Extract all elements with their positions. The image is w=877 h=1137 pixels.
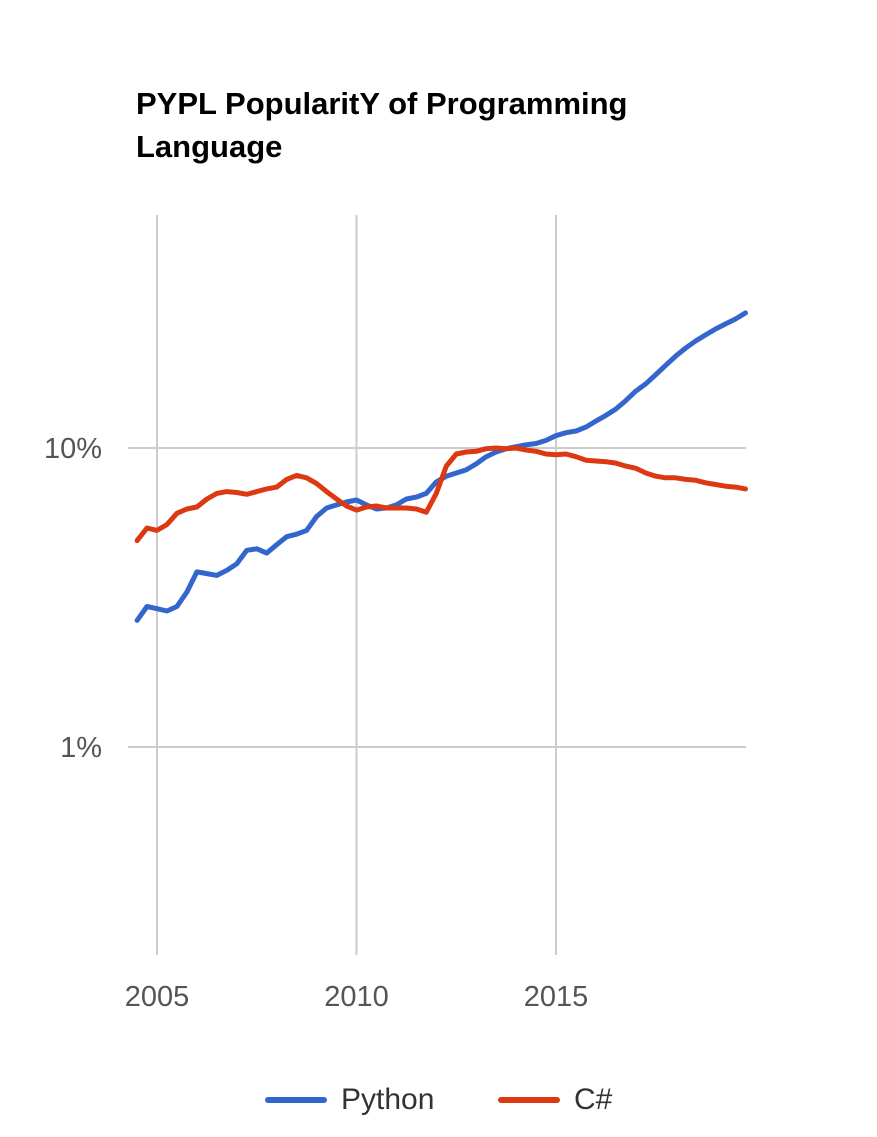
vertical-gridlines	[156, 215, 557, 955]
legend-item-csharp[interactable]: C#	[498, 1075, 612, 1125]
y-axis-tick-labels: 1% 10%	[44, 433, 102, 764]
legend-swatch-python	[265, 1097, 327, 1103]
line-chart: 2005 2010 2015 1% 10%	[44, 215, 748, 1013]
horizontal-gridlines	[128, 447, 746, 748]
x-tick-label-2010: 2010	[324, 981, 389, 1013]
legend-label-python: Python	[341, 1083, 435, 1116]
series-line-python	[134, 310, 748, 623]
x-axis-tick-labels: 2005 2010 2015	[125, 981, 589, 1013]
y-tick-label-1pct: 1%	[60, 732, 102, 764]
legend-swatch-csharp	[498, 1097, 560, 1103]
y-tick-label-10pct: 10%	[44, 433, 102, 465]
series-line-csharp	[134, 445, 748, 544]
x-tick-label-2015: 2015	[524, 981, 589, 1013]
chart-title: PYPL PopularitY of Programming Language	[136, 86, 628, 164]
legend-item-python[interactable]: Python	[265, 1075, 434, 1125]
legend-label-csharp: C#	[574, 1083, 613, 1116]
series-lines	[134, 310, 748, 623]
legend: Python C#	[0, 1075, 877, 1125]
x-tick-label-2005: 2005	[125, 981, 190, 1013]
